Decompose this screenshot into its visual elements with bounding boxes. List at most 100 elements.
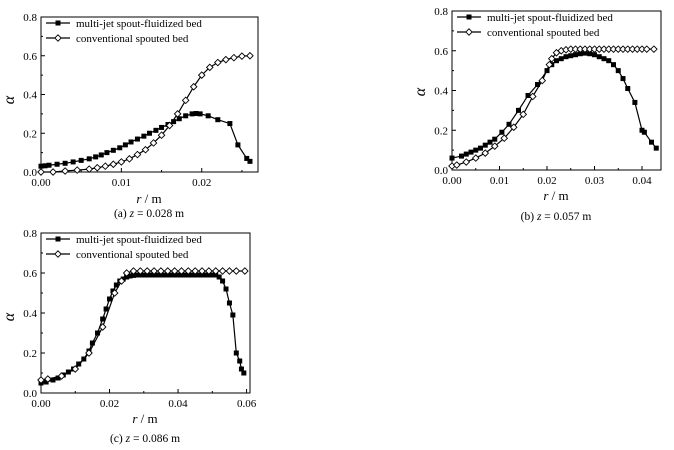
data-point-diamond	[141, 145, 150, 154]
legend-marker-square	[466, 14, 472, 20]
data-point-diamond	[213, 58, 222, 67]
data-point-square	[158, 272, 164, 278]
data-point-square	[171, 119, 177, 125]
data-point-square	[113, 282, 119, 288]
data-point-square	[172, 272, 178, 278]
data-point-square	[227, 121, 233, 127]
data-point-square	[189, 272, 195, 278]
data-point-square	[601, 56, 607, 62]
data-point-square	[573, 52, 578, 58]
data-point-diamond	[133, 150, 142, 159]
data-point-square	[213, 272, 219, 278]
data-point-square	[93, 154, 99, 160]
data-point-square	[117, 145, 123, 151]
data-point-diamond	[211, 267, 220, 275]
data-point-diamond	[136, 267, 145, 275]
data-point-square	[478, 145, 483, 151]
data-point-square	[202, 272, 208, 278]
y-tick-label: 0.8	[434, 6, 448, 18]
x-tick-label: 0.01	[490, 175, 509, 187]
data-point-diamond	[125, 154, 134, 163]
data-point-diamond	[197, 71, 206, 79]
data-point-diamond	[101, 162, 110, 171]
data-point-square	[50, 377, 56, 383]
data-point-diamond	[117, 277, 126, 285]
x-tick-label: 0.02	[537, 175, 556, 187]
legend-label: multi-jet spout-fluidized bed	[487, 12, 613, 24]
data-point-square	[197, 111, 203, 117]
y-tick-label: 0.6	[434, 46, 448, 58]
data-point-square	[178, 272, 184, 278]
data-point-diamond	[238, 52, 246, 60]
data-point-square	[223, 286, 229, 292]
data-point-square	[161, 272, 167, 278]
data-point-diamond	[181, 96, 190, 105]
y-axis-label: α	[412, 87, 429, 96]
data-point-diamond	[519, 110, 528, 119]
data-point-square	[209, 272, 215, 278]
data-point-diamond	[642, 45, 651, 53]
data-point-square	[238, 366, 244, 372]
y-tick-label: 0.8	[23, 12, 37, 24]
x-tick-label: 0.02	[100, 398, 119, 410]
data-point-square	[148, 272, 154, 278]
data-point-diamond	[198, 267, 206, 275]
data-point-square	[151, 272, 157, 278]
legend-entry-1: conventional spouted bed	[457, 27, 600, 39]
data-point-square	[107, 296, 113, 302]
data-point-diamond	[109, 160, 118, 169]
data-point-diamond	[37, 168, 45, 176]
data-point-square	[43, 379, 49, 385]
y-tick-label: 0.2	[23, 128, 37, 140]
data-point-square	[192, 272, 198, 278]
data-point-diamond	[149, 139, 158, 147]
y-tick-label: 0.4	[23, 308, 37, 320]
data-point-square	[482, 142, 488, 148]
data-point-square	[596, 54, 602, 60]
data-point-square	[244, 155, 250, 161]
data-point-square	[206, 272, 212, 278]
data-point-square	[196, 272, 202, 278]
legend-entry-1: conventional spouted bed	[46, 249, 189, 261]
data-point-square	[176, 116, 182, 122]
panel-caption: (c) z = 0.086 m	[110, 433, 180, 445]
data-point-diamond	[225, 267, 234, 275]
data-point-square	[506, 121, 512, 127]
chart-panel-2: 0.00 0.02 0.04 0.06 0.0 0.2 0.4 0.6 0.8 r / m α (c)…	[1, 228, 257, 445]
data-point-square	[220, 278, 226, 284]
data-point-square	[70, 159, 76, 165]
y-tick-label: 0.0	[434, 165, 448, 177]
legend-marker-diamond	[54, 250, 62, 258]
legend-entry-1: conventional spouted bed	[46, 33, 189, 45]
x-tick-label: 0.02	[192, 177, 211, 189]
data-point-square	[95, 330, 101, 336]
data-point-square	[535, 82, 540, 88]
panel-caption: (b) z = 0.057 m	[521, 211, 592, 223]
data-point-square	[568, 53, 574, 59]
data-point-diamond	[110, 289, 119, 297]
data-point-square	[459, 153, 464, 159]
data-point-square	[89, 340, 95, 346]
chart-panel-1: 0.00 0.01 0.02 0.03 0.04 0.0 0.2 0.4 0.6 0.8 r / m…	[412, 6, 662, 223]
data-point-square	[215, 117, 221, 123]
data-point-square	[154, 272, 160, 278]
data-point-diamond	[157, 267, 165, 275]
data-point-square	[127, 273, 133, 279]
data-point-diamond	[241, 267, 249, 275]
data-point-diamond	[509, 123, 518, 132]
data-point-diamond	[547, 54, 556, 63]
data-point-diamond	[170, 267, 179, 275]
data-point-square	[641, 129, 647, 135]
data-point-diamond	[191, 267, 200, 275]
data-point-square	[632, 99, 638, 105]
x-tick-label: 0.01	[112, 177, 131, 189]
x-tick-label: 0.00	[31, 398, 51, 410]
data-point-square	[103, 306, 109, 312]
data-point-square	[237, 358, 243, 364]
data-point-diamond	[117, 158, 126, 166]
data-point-square	[492, 136, 498, 142]
data-point-diamond	[481, 149, 490, 157]
x-tick-label: 0.00	[31, 177, 51, 189]
data-point-square	[78, 157, 84, 163]
